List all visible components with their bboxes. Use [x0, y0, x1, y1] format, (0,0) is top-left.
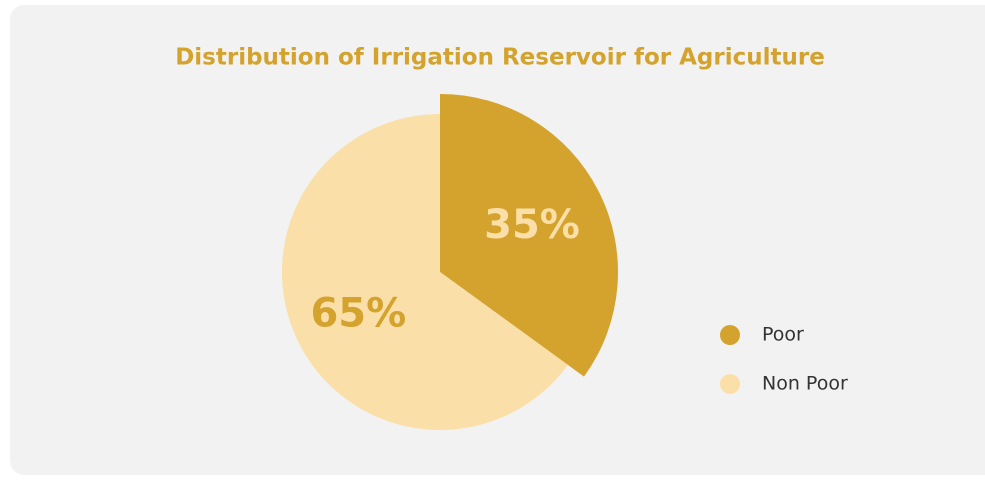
- chart-title: Distribution of Irrigation Reservoir for…: [175, 45, 825, 71]
- data-label: 65%: [310, 291, 406, 337]
- legend-label: Poor: [762, 324, 804, 346]
- legend-swatch: [720, 325, 740, 345]
- legend-swatch: [720, 374, 740, 394]
- pie-slice: [440, 94, 618, 377]
- data-label: 35%: [484, 202, 580, 248]
- legend-label: Non Poor: [762, 373, 848, 395]
- pie-slice: [281, 114, 568, 431]
